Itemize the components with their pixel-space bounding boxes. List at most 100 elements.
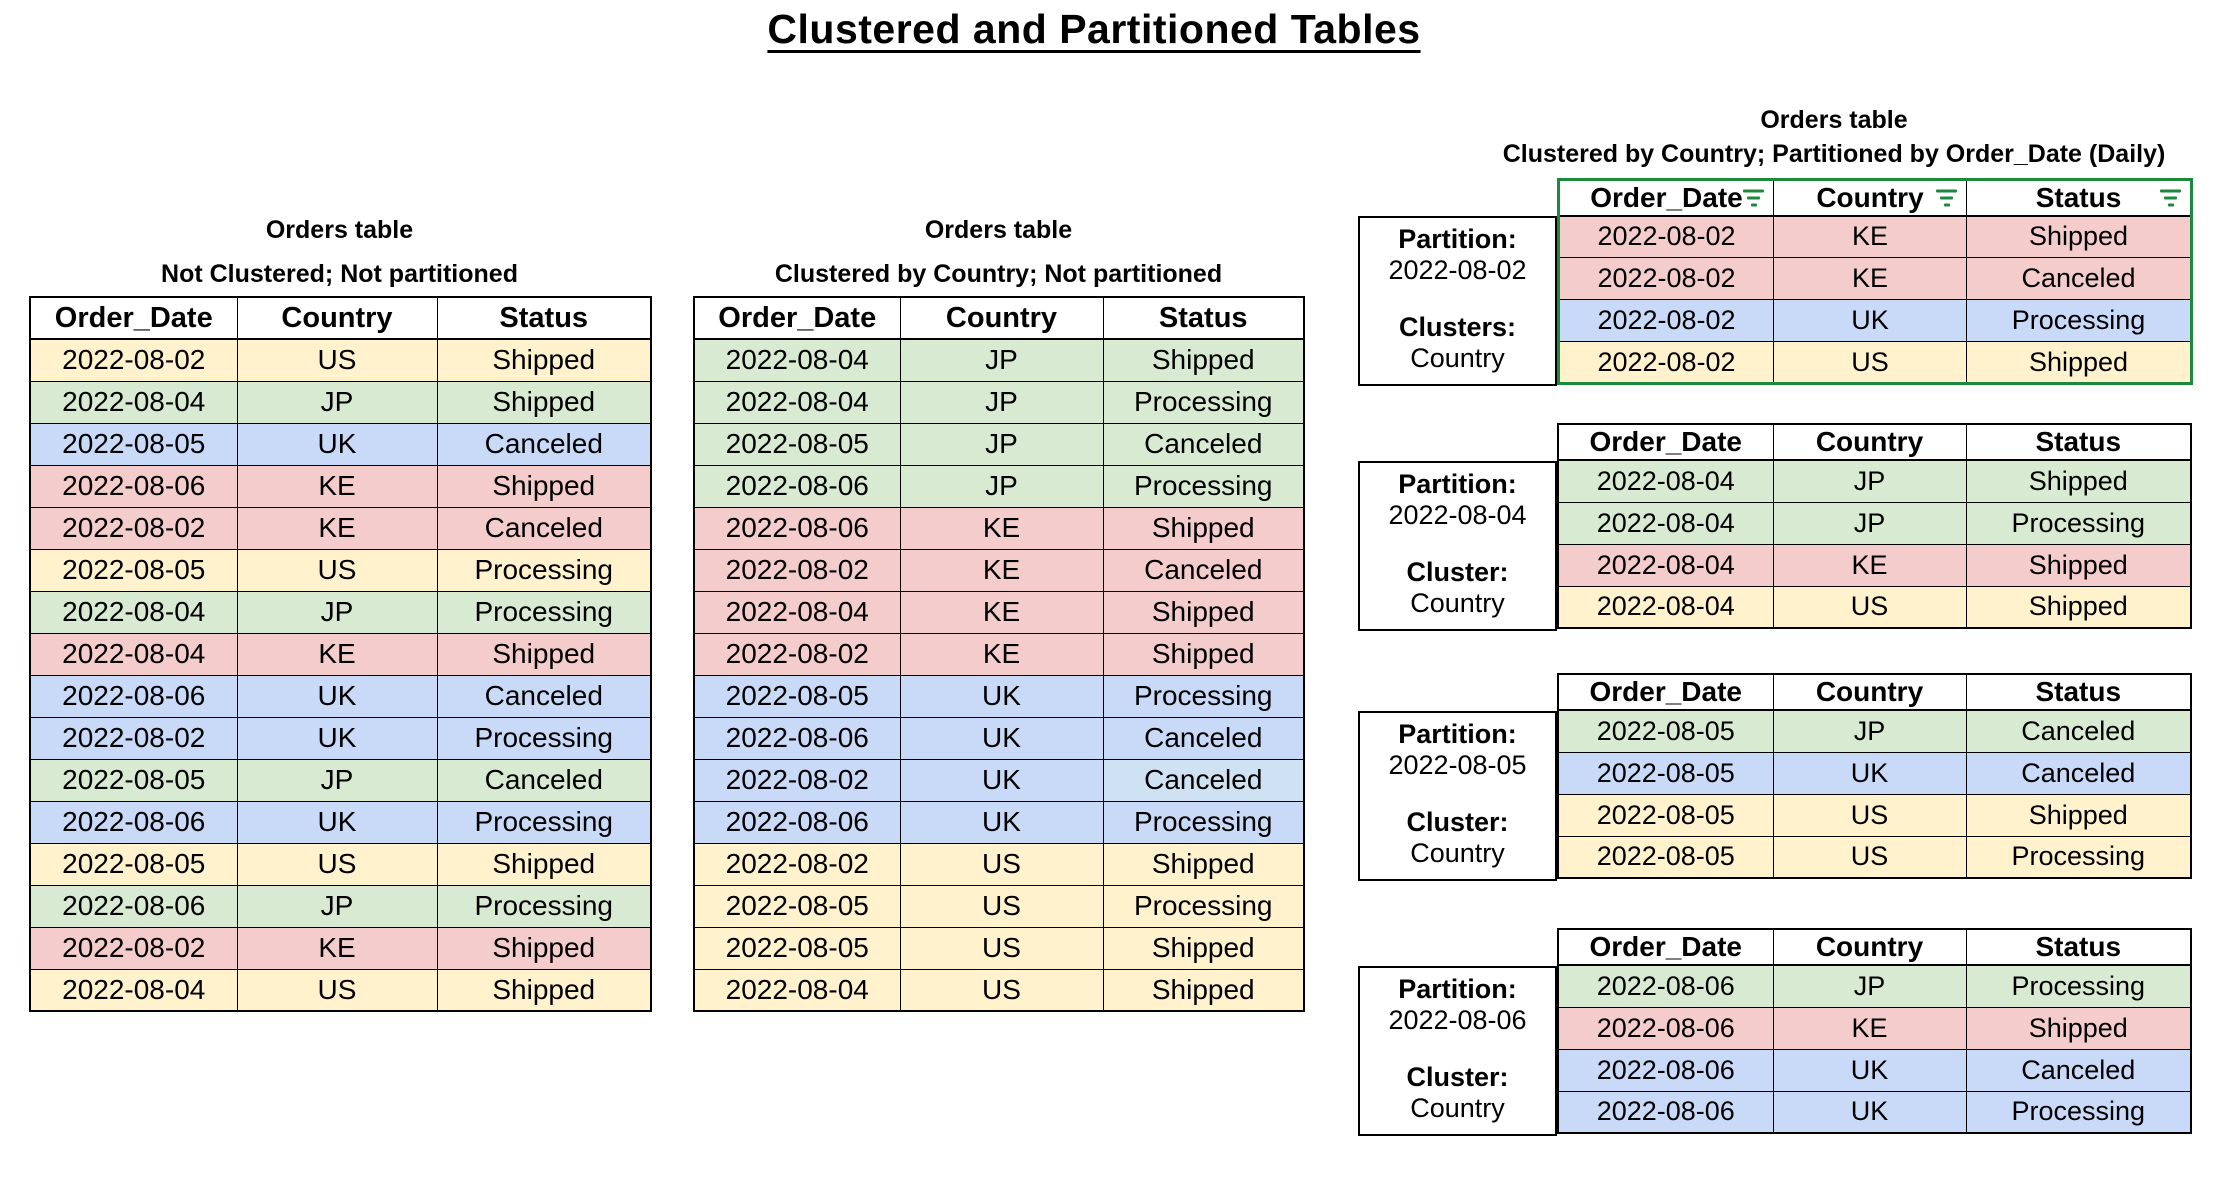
partition-table-2022-08-04: Order_Date Country Status 2022-08-04 JP Sh…	[1557, 423, 2192, 629]
cell-country: KE	[236, 926, 438, 970]
partition-table-2022-08-02: Order_Date Country Status 2022-08-02 KE Sh…	[1557, 178, 2193, 385]
table-row: 2022-08-06 UK Canceled	[29, 674, 652, 718]
cell-status: Shipped	[1102, 842, 1305, 886]
cell-status: Shipped	[1965, 1006, 2192, 1050]
column-header-order-date: Order_Date	[1558, 179, 1774, 217]
clustered-table-section: Orders table Clustered by Country; Not p…	[693, 208, 1305, 1012]
cell-date: 2022-08-06	[1557, 964, 1774, 1008]
cell-date: 2022-08-02	[693, 632, 901, 676]
cell-status: Canceled	[1965, 1048, 2192, 1092]
cell-date: 2022-08-06	[693, 506, 901, 550]
cell-date: 2022-08-05	[29, 548, 238, 592]
cell-date: 2022-08-05	[693, 926, 901, 970]
column-header-country: Country	[236, 296, 438, 340]
cell-status: Shipped	[1966, 215, 2192, 258]
partition-label: Partition:	[1398, 974, 1517, 1004]
table-row: 2022-08-05 US Processing	[29, 548, 652, 592]
cell-country: KE	[899, 632, 1104, 676]
cell-date: 2022-08-05	[29, 422, 238, 466]
table-row: 2022-08-05 US Shipped	[693, 926, 1305, 970]
partition-value: 2022-08-06	[1388, 1005, 1527, 1035]
column-header-country: Country	[1773, 179, 1967, 217]
table-row: 2022-08-04 KE Shipped	[29, 632, 652, 676]
column-header-order-date: Order_Date	[693, 296, 901, 340]
cell-date: 2022-08-02	[29, 926, 238, 970]
cell-country: KE	[1773, 257, 1967, 300]
partition-label: Partition:	[1398, 224, 1517, 254]
column-header-status: Status	[1102, 296, 1305, 340]
cell-status: Shipped	[436, 380, 652, 424]
cluster-value: Country	[1410, 343, 1505, 373]
cell-status: Shipped	[1965, 543, 2192, 587]
partition-label: Partition:	[1398, 719, 1517, 749]
cell-status: Canceled	[1965, 709, 2192, 753]
table-row: 2022-08-06 JP Processing	[29, 884, 652, 928]
cell-status: Canceled	[1102, 716, 1305, 760]
cell-country: JP	[899, 464, 1104, 508]
cell-date: 2022-08-06	[29, 884, 238, 928]
cell-date: 2022-08-02	[1558, 257, 1774, 300]
cell-status: Processing	[1965, 1090, 2192, 1134]
cell-country: US	[899, 926, 1104, 970]
table-row: 2022-08-04 US Shipped	[693, 968, 1305, 1012]
filter-icon	[2160, 189, 2181, 207]
table-row: 2022-08-02 KE Shipped	[693, 632, 1305, 676]
cell-date: 2022-08-06	[693, 800, 901, 844]
cell-status: Processing	[1965, 835, 2192, 879]
cell-country: JP	[236, 590, 438, 634]
cell-date: 2022-08-04	[29, 380, 238, 424]
table-row: 2022-08-06 KE Shipped	[29, 464, 652, 508]
column-header-status: Status	[1965, 423, 2192, 461]
table-row: 2022-08-02 UK Processing	[1558, 299, 2192, 342]
cell-date: 2022-08-04	[29, 590, 238, 634]
cell-country: US	[899, 884, 1104, 928]
cell-status: Shipped	[436, 842, 652, 886]
cell-date: 2022-08-05	[1557, 709, 1774, 753]
partition-table-2022-08-05: Order_Date Country Status 2022-08-05 JP Ca…	[1557, 673, 2192, 879]
cell-country: US	[899, 968, 1104, 1012]
table-row: 2022-08-06 UK Processing	[1557, 1090, 2192, 1134]
cell-status: Shipped	[1965, 793, 2192, 837]
cell-date: 2022-08-05	[693, 422, 901, 466]
cell-country: UK	[1773, 299, 1967, 342]
cell-status: Processing	[436, 548, 652, 592]
cell-status: Processing	[1965, 501, 2192, 545]
cell-date: 2022-08-05	[1557, 751, 1774, 795]
filter-icon	[1936, 189, 1957, 207]
cell-country: UK	[1772, 751, 1967, 795]
cluster-value: Country	[1410, 588, 1505, 618]
cell-country: KE	[236, 632, 438, 676]
table-title: Orders table	[265, 216, 414, 244]
cell-country: UK	[899, 674, 1104, 718]
partition-label-box: Partition: 2022-08-04 Cluster: Country	[1358, 461, 1557, 631]
column-header-order-date: Order_Date	[1557, 673, 1774, 711]
cell-date: 2022-08-04	[1557, 543, 1774, 587]
table-row: 2022-08-06 UK Processing	[29, 800, 652, 844]
cell-date: 2022-08-02	[29, 338, 238, 382]
cell-country: JP	[899, 380, 1104, 424]
cell-status: Canceled	[1102, 422, 1305, 466]
partition-label-box: Partition: 2022-08-05 Cluster: Country	[1358, 711, 1557, 881]
table-row: 2022-08-04 JP Processing	[1557, 501, 2192, 545]
cluster-label: Cluster:	[1406, 807, 1509, 837]
partition-value: 2022-08-04	[1388, 500, 1527, 530]
cell-status: Shipped	[1965, 459, 2192, 503]
cell-status: Shipped	[436, 926, 652, 970]
table-row: 2022-08-06 JP Processing	[693, 464, 1305, 508]
cell-country: US	[236, 968, 438, 1012]
cell-date: 2022-08-02	[693, 548, 901, 592]
cell-country: JP	[1772, 709, 1967, 753]
cell-country: UK	[899, 716, 1104, 760]
cell-country: US	[1773, 341, 1967, 384]
partition-label-box: Partition: 2022-08-02 Clusters: Country	[1358, 216, 1557, 386]
cell-country: UK	[236, 422, 438, 466]
cell-country: KE	[236, 506, 438, 550]
cell-status: Canceled	[1965, 751, 2192, 795]
table-row: 2022-08-04 KE Shipped	[693, 590, 1305, 634]
cell-date: 2022-08-04	[29, 632, 238, 676]
cell-date: 2022-08-04	[29, 968, 238, 1012]
cell-country: KE	[236, 464, 438, 508]
cluster-label: Cluster:	[1406, 557, 1509, 587]
cell-status: Shipped	[1102, 590, 1305, 634]
column-header-country: Country	[899, 296, 1104, 340]
